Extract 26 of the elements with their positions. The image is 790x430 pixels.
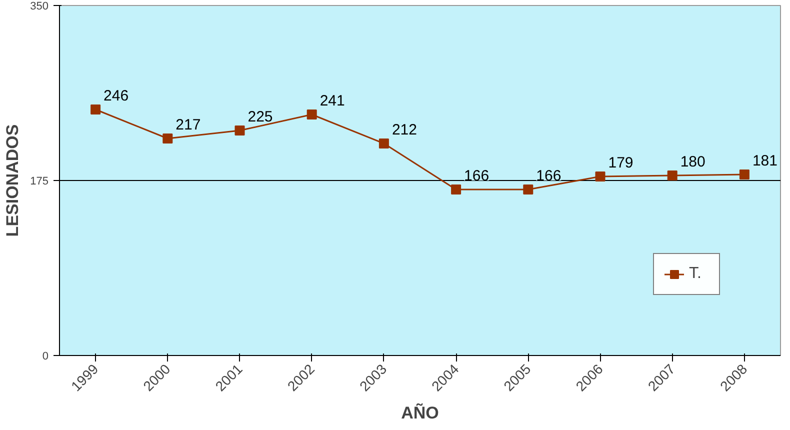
- y-tick-label: 350: [30, 0, 49, 12]
- data-label: 212: [392, 122, 417, 138]
- point: [378, 138, 389, 148]
- x-axis-title: AÑO: [401, 402, 439, 423]
- y-tick-label: 0: [42, 350, 49, 362]
- point: [739, 170, 750, 180]
- data-label: 179: [608, 154, 634, 172]
- data-label: 166: [536, 168, 562, 184]
- point: [162, 134, 173, 144]
- point: [667, 170, 678, 180]
- point: [90, 104, 101, 114]
- data-label: 225: [248, 108, 273, 126]
- y-tick-label: 175: [30, 176, 49, 188]
- y-axis-title: LESIONADOS: [3, 124, 22, 237]
- point: [234, 126, 245, 136]
- data-label: 181: [752, 152, 778, 170]
- data-label: 180: [680, 154, 706, 170]
- point: [595, 172, 606, 182]
- data-label: 166: [464, 168, 490, 184]
- point: [306, 110, 317, 120]
- legend-label: T.: [689, 265, 702, 283]
- data-label: 217: [176, 116, 201, 134]
- data-label: 241: [320, 92, 345, 110]
- point: [451, 184, 462, 194]
- data-label: 246: [104, 88, 129, 104]
- point: [523, 184, 534, 194]
